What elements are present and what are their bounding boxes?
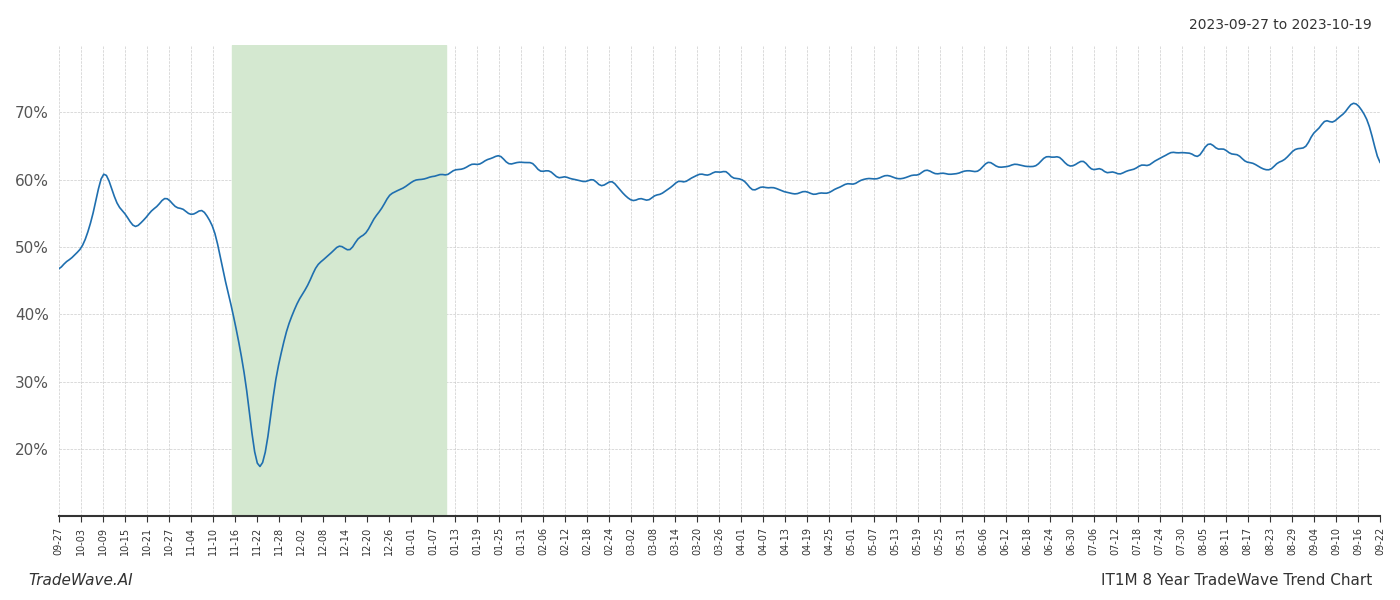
- Text: 2023-09-27 to 2023-10-19: 2023-09-27 to 2023-10-19: [1189, 18, 1372, 32]
- Text: TradeWave.AI: TradeWave.AI: [28, 573, 133, 588]
- Bar: [232, 45, 445, 516]
- Text: IT1M 8 Year TradeWave Trend Chart: IT1M 8 Year TradeWave Trend Chart: [1100, 573, 1372, 588]
